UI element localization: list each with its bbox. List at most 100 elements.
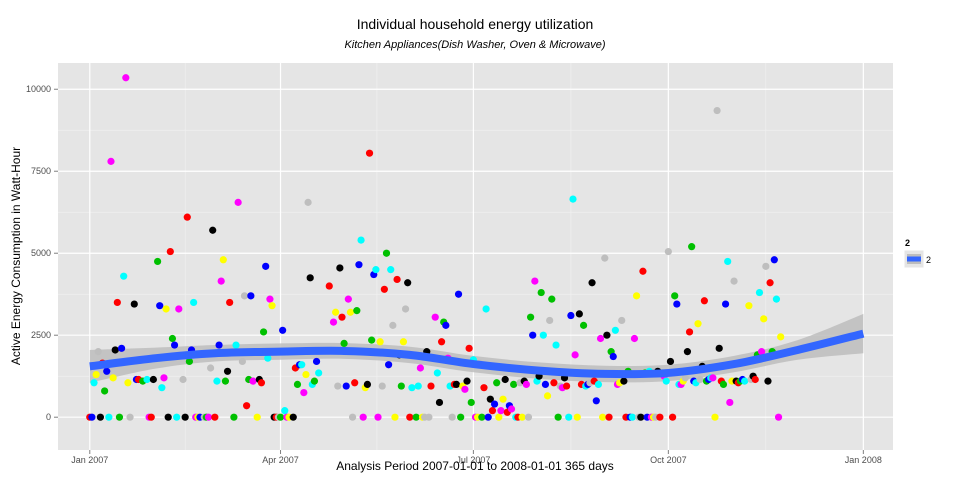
data-point	[374, 413, 382, 421]
data-point	[709, 374, 717, 382]
data-point	[281, 407, 289, 415]
data-point	[355, 261, 363, 269]
data-point	[696, 375, 704, 384]
data-point	[630, 334, 639, 343]
data-point	[351, 379, 359, 387]
data-point	[382, 249, 391, 257]
data-point	[357, 236, 365, 244]
data-point	[565, 413, 573, 421]
data-point	[90, 379, 98, 387]
data-point	[401, 305, 410, 313]
data-point	[762, 262, 770, 270]
data-point	[448, 413, 456, 421]
data-point	[457, 413, 465, 421]
legend: 2 2	[903, 238, 931, 269]
data-point	[342, 382, 350, 390]
data-point	[461, 385, 469, 393]
data-point	[340, 339, 348, 348]
data-point	[266, 295, 274, 303]
data-point	[543, 392, 552, 400]
data-point	[279, 326, 287, 334]
data-point	[437, 338, 446, 346]
data-point	[253, 413, 261, 421]
data-point	[484, 413, 492, 421]
data-point	[120, 272, 128, 280]
data-point	[724, 257, 732, 266]
data-point	[694, 320, 702, 328]
data-point	[190, 298, 198, 307]
data-point	[486, 395, 494, 403]
data-point	[599, 413, 607, 421]
data-point	[414, 382, 422, 390]
data-point	[465, 344, 473, 352]
data-point	[478, 413, 486, 421]
data-point	[573, 413, 581, 421]
legend-title: 2	[905, 238, 910, 248]
data-point	[380, 285, 388, 293]
data-point	[412, 413, 420, 421]
data-point	[219, 256, 227, 264]
data-point	[527, 313, 535, 321]
data-point	[772, 295, 781, 303]
data-point	[571, 351, 579, 359]
data-point	[173, 413, 181, 421]
data-point	[719, 380, 728, 389]
data-point	[268, 302, 276, 310]
data-point	[332, 308, 340, 316]
data-point	[389, 321, 397, 329]
data-point	[685, 328, 694, 336]
data-point	[359, 413, 367, 421]
y-tick-label: 2500	[31, 330, 51, 340]
data-point	[238, 357, 246, 366]
data-point	[185, 357, 193, 366]
data-point	[111, 346, 119, 354]
data-point	[215, 341, 223, 349]
data-point	[259, 328, 268, 336]
axis-ticks: 0 2500 5000 7500 10000 Jan 2007 Apr 2007 Jul 20…	[26, 84, 882, 465]
data-point	[579, 321, 588, 329]
data-point	[628, 413, 636, 421]
data-point	[149, 375, 157, 384]
data-point	[147, 413, 155, 421]
confidence-band	[89, 313, 864, 383]
data-point	[117, 344, 126, 352]
data-point	[688, 243, 696, 251]
data-point	[611, 326, 619, 334]
data-point	[160, 374, 168, 382]
data-point	[588, 279, 596, 287]
data-point	[467, 398, 475, 407]
data-point	[209, 226, 217, 234]
data-point	[499, 395, 507, 403]
data-point	[385, 361, 393, 369]
data-point	[552, 341, 560, 349]
data-point	[166, 247, 174, 256]
data-point	[96, 413, 104, 421]
data-point	[639, 267, 647, 275]
data-point	[168, 334, 177, 343]
data-point	[158, 384, 166, 392]
data-point	[463, 377, 471, 385]
data-point	[567, 311, 575, 320]
data-point	[764, 377, 772, 385]
data-point	[529, 331, 537, 339]
data-point	[596, 334, 605, 343]
chart-subtitle: Kitchen Appliances(Dish Washer, Oven & M…	[344, 39, 605, 51]
data-point	[715, 344, 723, 352]
data-point	[363, 380, 372, 389]
data-point	[541, 380, 550, 389]
data-point	[143, 375, 151, 384]
data-point	[668, 413, 677, 421]
data-point	[223, 367, 232, 375]
data-point	[656, 413, 664, 421]
data-point	[109, 374, 117, 382]
data-point	[243, 402, 251, 410]
data-point	[393, 275, 401, 284]
data-point	[368, 336, 376, 344]
data-point	[306, 274, 314, 282]
data-point	[126, 413, 134, 421]
data-point	[671, 292, 679, 300]
data-point	[154, 257, 162, 266]
data-point	[711, 413, 719, 421]
data-point	[664, 247, 672, 256]
data-point	[103, 367, 111, 375]
